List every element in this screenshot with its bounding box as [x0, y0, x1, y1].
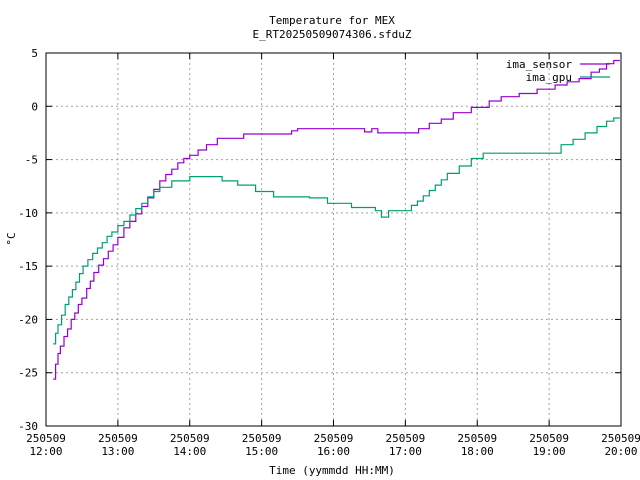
series-lines [53, 59, 620, 380]
y-tick-label: -20 [18, 313, 38, 326]
x-axis-label: Time (yymmdd HH:MM) [269, 464, 395, 477]
x-tick-label-date: 250509 [601, 432, 640, 445]
y-tick-label: -30 [18, 420, 38, 433]
y-tick-label: 5 [31, 47, 38, 60]
x-tick-label-time: 12:00 [29, 445, 62, 458]
y-tick-label: -15 [18, 260, 38, 273]
x-tick-label-date: 250509 [242, 432, 282, 445]
x-tick-label-time: 20:00 [604, 445, 637, 458]
x-tick-label-date: 250509 [457, 432, 497, 445]
y-tick-label: 0 [31, 100, 38, 113]
y-tick-label: -10 [18, 207, 38, 220]
x-tick-label-time: 19:00 [533, 445, 566, 458]
x-tick-label-date: 250509 [529, 432, 569, 445]
legend-label: ima_gpu [526, 71, 572, 84]
x-tick-label-time: 14:00 [173, 445, 206, 458]
series-line-ima-sensor [53, 59, 620, 380]
x-tick-label-time: 13:00 [101, 445, 134, 458]
x-tick-label-date: 250509 [386, 432, 426, 445]
axis-ticks: 50-5-10-15-20-25-3025050912:0025050913:0… [18, 47, 640, 458]
x-tick-label-date: 250509 [314, 432, 354, 445]
x-tick-label-time: 18:00 [461, 445, 494, 458]
chart-subtitle: E_RT20250509074306.sfduZ [253, 28, 412, 41]
y-tick-label: -5 [25, 154, 38, 167]
y-tick-label: -25 [18, 367, 38, 380]
legend-label: ima_sensor [506, 58, 573, 71]
x-tick-label-date: 250509 [170, 432, 210, 445]
x-tick-label-date: 250509 [98, 432, 138, 445]
x-tick-label-date: 250509 [26, 432, 66, 445]
y-axis-label: °C [5, 232, 18, 245]
chart-title: Temperature for MEX [269, 14, 395, 27]
x-tick-label-time: 15:00 [245, 445, 278, 458]
x-tick-label-time: 17:00 [389, 445, 422, 458]
series-line-ima-gpu [53, 117, 620, 345]
x-tick-label-time: 16:00 [317, 445, 350, 458]
grid-lines [46, 53, 621, 426]
